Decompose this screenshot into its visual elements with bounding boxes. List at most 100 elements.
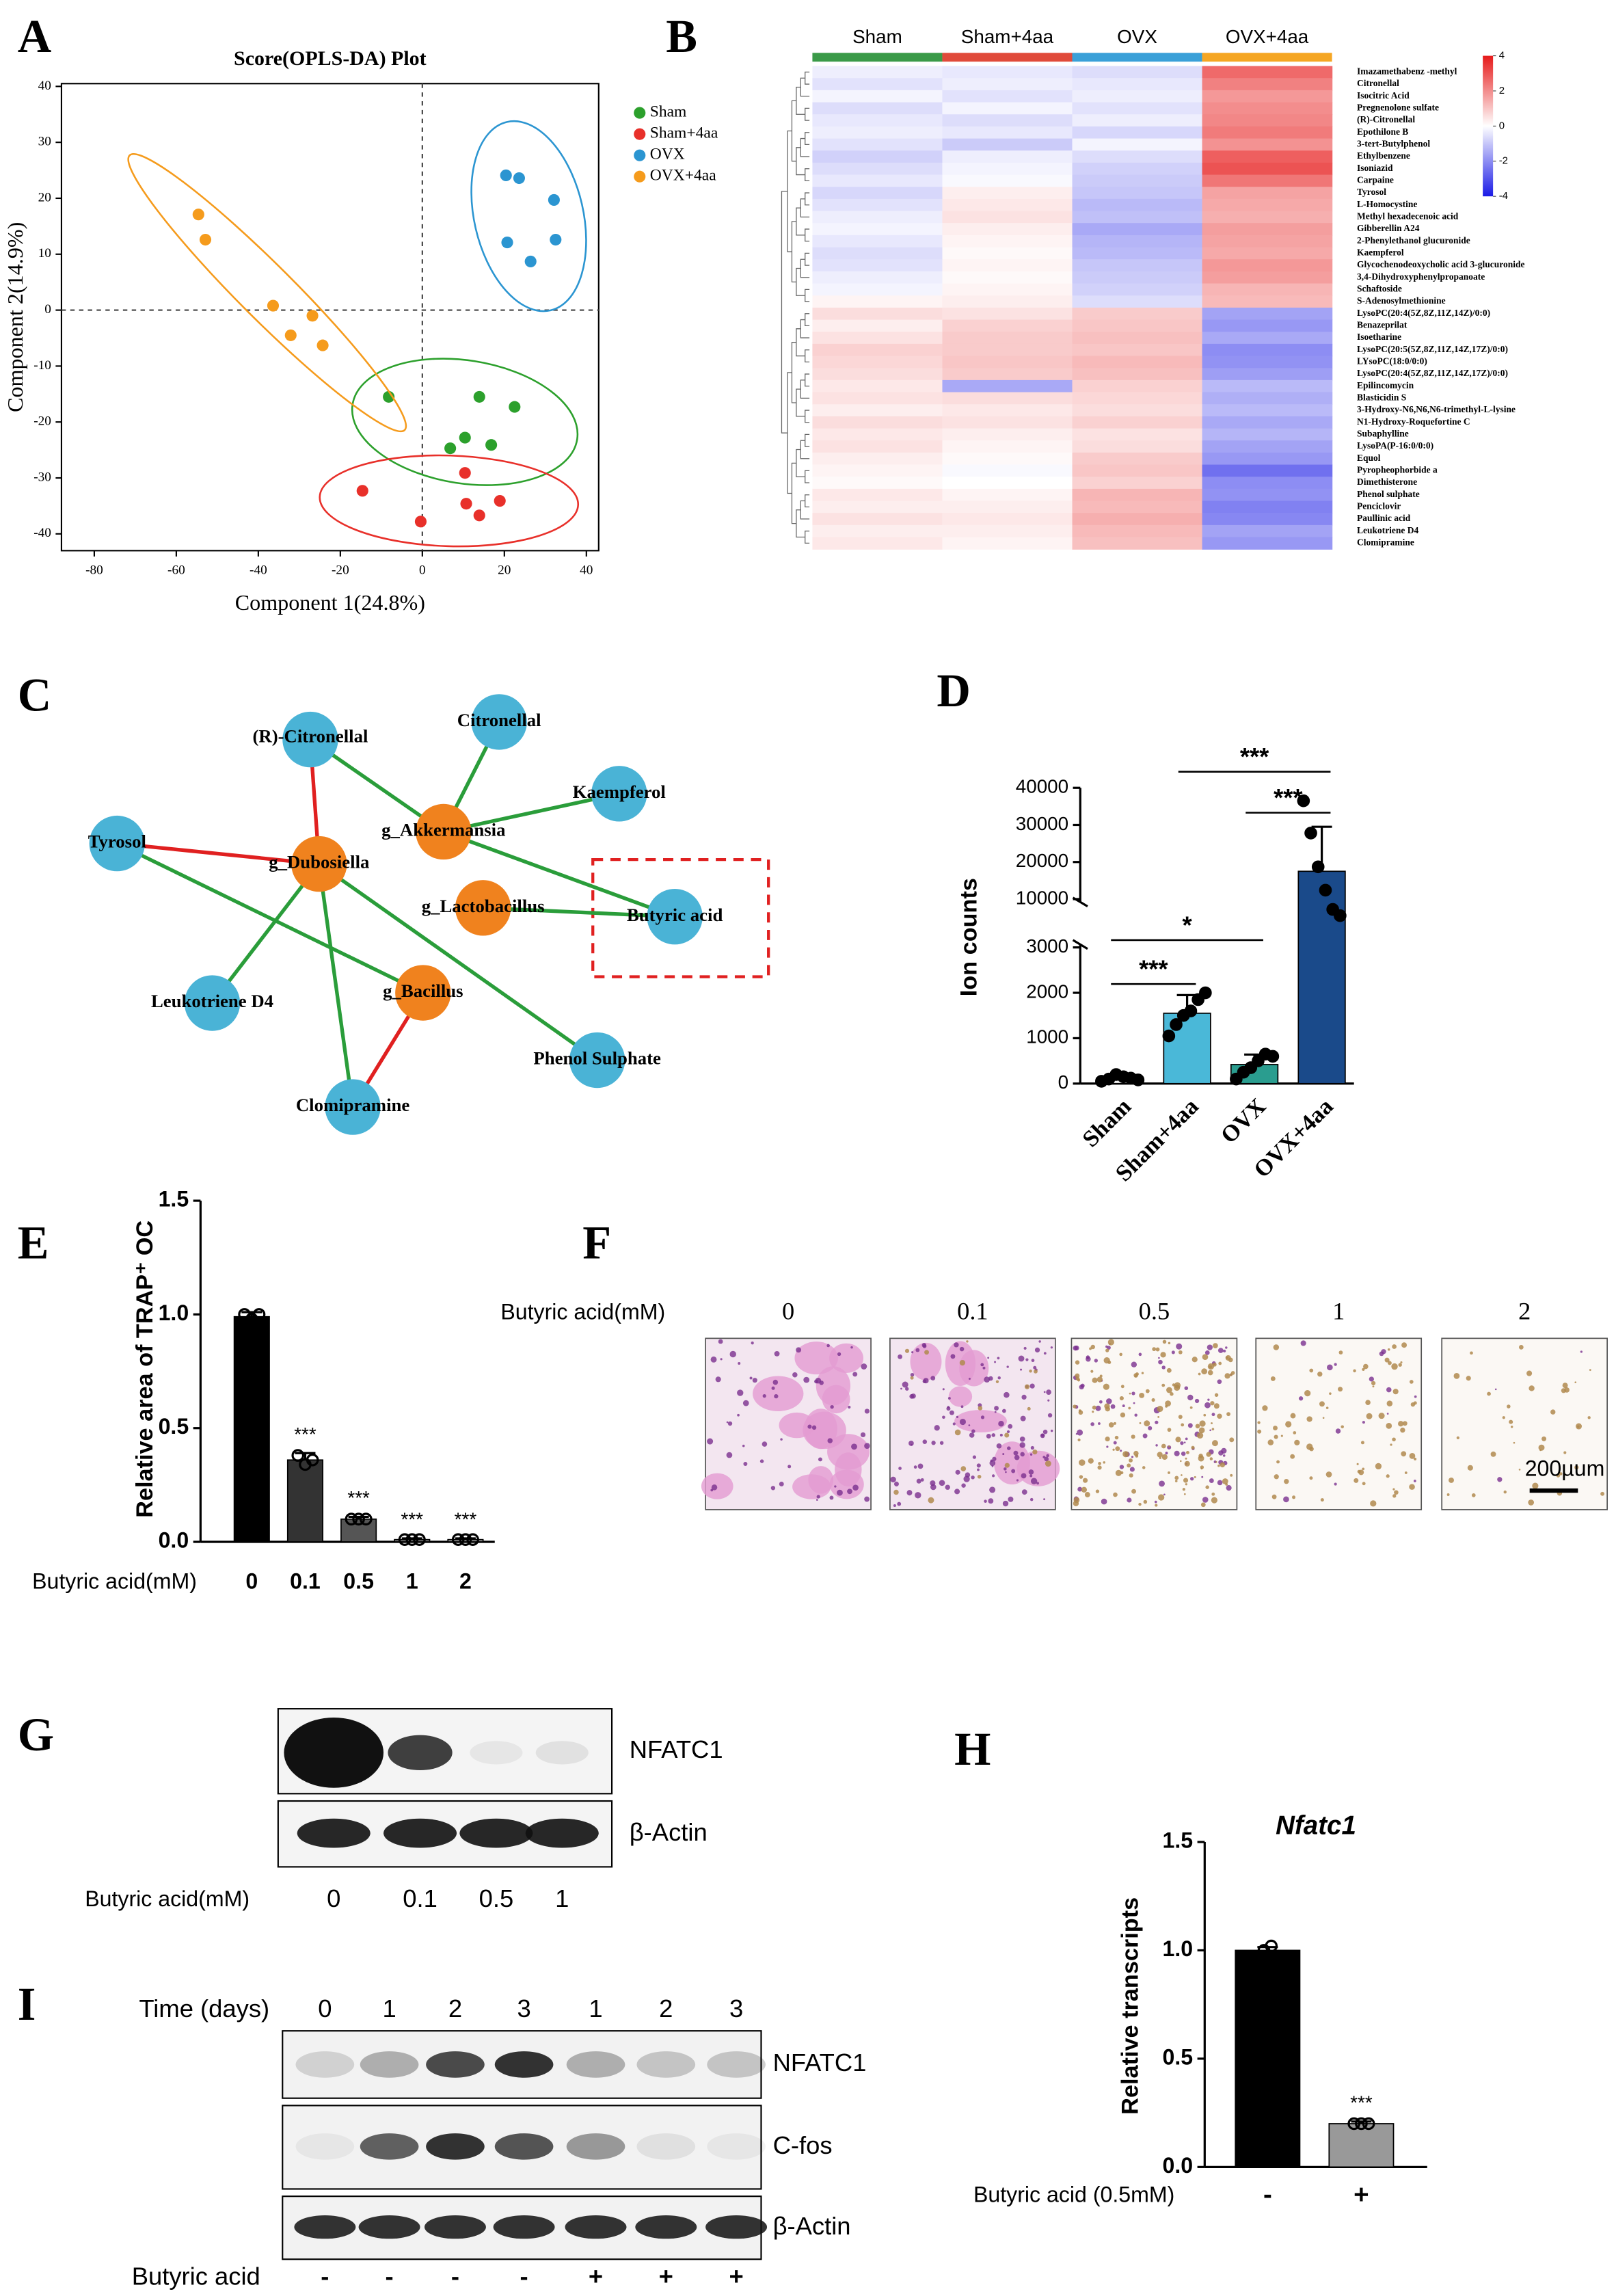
stain-dot	[1211, 1440, 1218, 1447]
stain-dot	[1404, 1471, 1408, 1474]
stain-dot	[1036, 1482, 1040, 1485]
heatmap-cell	[1202, 126, 1333, 139]
stain-dot	[1215, 1461, 1217, 1463]
stain-dot	[1119, 1396, 1124, 1401]
stain-dot	[1004, 1463, 1010, 1468]
stain-dot	[910, 1376, 914, 1380]
stain-dot	[977, 1468, 980, 1471]
heatmap-cell	[1202, 416, 1333, 429]
heatmap-cell	[1072, 295, 1203, 308]
stain-dot	[904, 1348, 910, 1353]
stain-dot	[1163, 1493, 1166, 1496]
stain-dot	[930, 1376, 936, 1381]
heatmap-cell	[1202, 428, 1333, 441]
data-point	[485, 439, 498, 451]
network-node	[455, 880, 511, 936]
stain-dot	[1138, 1502, 1142, 1506]
stain-dot	[711, 1484, 718, 1491]
stain-dot	[1580, 1350, 1583, 1353]
blot-band	[705, 2215, 768, 2239]
stain-dot	[1300, 1340, 1306, 1346]
network-node	[416, 803, 472, 860]
stain-dot	[1284, 1478, 1289, 1484]
stain-dot	[1114, 1435, 1119, 1440]
stain-dot	[911, 1351, 914, 1354]
data-point	[1304, 827, 1317, 840]
stain-dot	[1384, 1357, 1390, 1363]
blot-band	[494, 2051, 554, 2078]
heatmap-cell	[1202, 356, 1333, 369]
heatmap-cell	[1072, 524, 1203, 538]
stain-dot	[1007, 1446, 1011, 1450]
stain-dot	[1074, 1345, 1079, 1351]
stain-dot	[1090, 1370, 1094, 1373]
stain-dot	[1103, 1383, 1109, 1390]
stain-dot	[1108, 1422, 1114, 1428]
lane-label: 1	[382, 1994, 396, 2023]
row-label: (R)-Citronellal	[1357, 114, 1415, 124]
heatmap-cell	[1202, 223, 1333, 236]
legend-marker	[634, 107, 646, 119]
x-tick-label: 20	[498, 563, 511, 578]
stain-dot	[1190, 1477, 1194, 1481]
stain-dot	[1211, 1413, 1215, 1417]
heatmap-cell	[1072, 271, 1203, 284]
stain-dot	[1413, 1480, 1416, 1482]
stain-dot	[1034, 1347, 1040, 1353]
stain-dot	[826, 1344, 830, 1348]
stain-dot	[807, 1424, 812, 1429]
stain-dot	[1005, 1471, 1007, 1473]
stain-dot	[988, 1376, 993, 1381]
heatmap-cell	[812, 295, 943, 308]
stain-dot	[1378, 1413, 1385, 1419]
stain-dot	[1020, 1452, 1025, 1457]
stain-dot	[968, 1378, 971, 1380]
network-node	[89, 815, 145, 872]
node-label: Tyrosol	[88, 831, 146, 852]
stain-dot	[1213, 1343, 1218, 1348]
micrograph	[1441, 1337, 1608, 1510]
stain-dot	[1201, 1368, 1208, 1375]
blot-row-label: β-Actin	[630, 1818, 708, 1846]
stain-dot	[1029, 1474, 1033, 1478]
heatmap-cell	[942, 247, 1073, 260]
node-label: (R)-Citronellal	[253, 726, 368, 747]
heatmap-cell	[812, 392, 943, 405]
stain-dot	[956, 1415, 959, 1418]
stain-dot	[830, 1404, 834, 1409]
stain-dot	[1414, 1457, 1417, 1460]
lane-label: 1	[555, 1884, 569, 1912]
stain-dot	[1562, 1383, 1568, 1389]
stain-dot	[1285, 1421, 1292, 1428]
stain-dot	[811, 1425, 817, 1430]
stain-dot	[1181, 1474, 1183, 1476]
stain-dot	[1008, 1424, 1013, 1429]
data-point	[306, 1453, 319, 1467]
stain-dot	[1031, 1359, 1035, 1363]
treatment-label: +	[589, 2262, 603, 2291]
legend-marker	[634, 149, 646, 161]
cell	[779, 1412, 815, 1439]
blot-row-label: β-Actin	[773, 2212, 851, 2240]
heatmap-cell	[812, 379, 943, 393]
data-point	[356, 485, 368, 497]
data-point	[1334, 909, 1347, 922]
stain-dot	[1096, 1376, 1103, 1383]
heatmap-cell	[812, 356, 943, 369]
network-node	[591, 766, 647, 822]
panel-letter: B	[666, 10, 697, 62]
heatmap-cell	[942, 174, 1073, 187]
row-label: Epilincomycin	[1357, 380, 1414, 390]
network-node	[471, 694, 527, 750]
node-label: g_Akkermansia	[381, 820, 505, 840]
stain-dot	[1209, 1429, 1211, 1432]
stain-dot	[1276, 1460, 1280, 1464]
stain-dot	[1446, 1493, 1450, 1496]
heatmap-cell	[812, 488, 943, 502]
heatmap-cell	[812, 416, 943, 429]
row-label: Equol	[1357, 453, 1381, 463]
stain-dot	[1194, 1398, 1200, 1404]
stain-dot	[1165, 1404, 1168, 1408]
stain-dot	[1143, 1499, 1148, 1504]
data-point	[1184, 1004, 1198, 1017]
